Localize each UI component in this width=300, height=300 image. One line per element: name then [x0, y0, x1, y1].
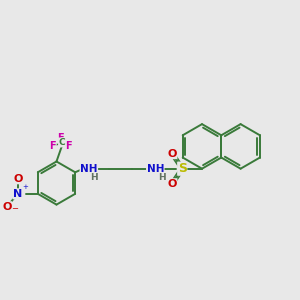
Text: O: O: [2, 202, 12, 212]
Text: NH: NH: [80, 164, 98, 174]
Text: H: H: [158, 173, 166, 182]
Text: N: N: [13, 189, 22, 199]
Text: +: +: [22, 184, 28, 190]
Text: S: S: [178, 162, 187, 175]
Text: F: F: [65, 141, 72, 151]
Text: O: O: [167, 179, 177, 189]
Text: F: F: [50, 141, 56, 151]
Text: −: −: [11, 204, 18, 213]
Text: O: O: [13, 174, 22, 184]
Text: F: F: [57, 133, 63, 143]
Text: C: C: [58, 138, 65, 147]
Text: H: H: [90, 173, 98, 182]
Text: O: O: [167, 148, 177, 159]
Text: NH: NH: [146, 164, 164, 174]
